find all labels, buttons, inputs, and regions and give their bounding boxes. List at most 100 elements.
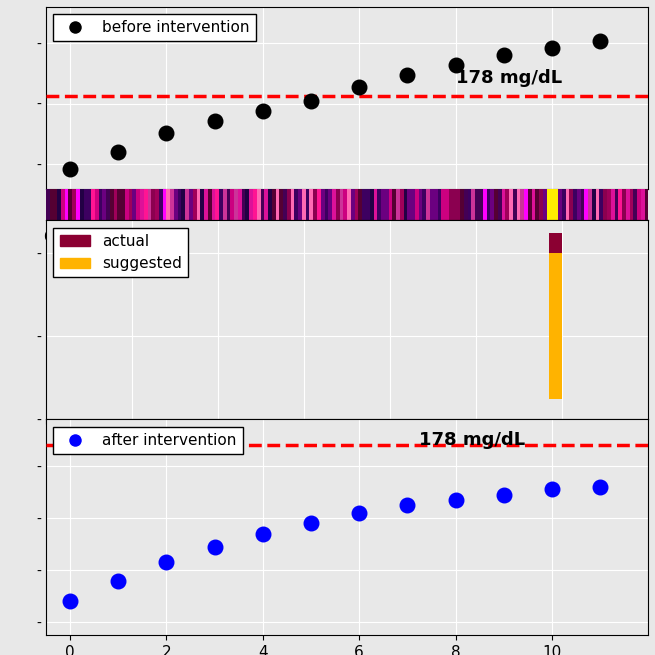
Bar — [610, 189, 614, 220]
Bar — [517, 189, 521, 220]
Bar — [328, 189, 332, 220]
Bar — [400, 189, 403, 220]
Bar — [340, 189, 343, 220]
Bar — [246, 189, 249, 220]
Bar — [498, 189, 502, 220]
Bar — [61, 189, 65, 220]
Bar — [336, 189, 340, 220]
Bar — [460, 189, 464, 220]
Bar — [276, 189, 280, 220]
Bar — [426, 189, 430, 220]
Bar — [637, 189, 641, 220]
Bar — [313, 189, 317, 220]
Bar — [325, 189, 328, 220]
Bar — [102, 189, 106, 220]
Bar — [298, 189, 302, 220]
Bar — [91, 189, 95, 220]
Bar — [381, 189, 385, 220]
Bar — [144, 189, 147, 220]
Bar — [483, 189, 487, 220]
Bar — [434, 189, 438, 220]
Point — [257, 105, 268, 116]
Bar — [641, 189, 645, 220]
Point — [498, 489, 509, 500]
Bar — [128, 189, 132, 220]
Point — [161, 557, 172, 568]
Text: 178 mg/dL: 178 mg/dL — [456, 69, 562, 87]
Bar — [140, 189, 144, 220]
Bar — [629, 189, 633, 220]
Bar — [265, 189, 268, 220]
Bar — [366, 189, 370, 220]
Bar — [472, 189, 476, 220]
Bar — [573, 189, 577, 220]
Bar — [223, 189, 227, 220]
Bar — [287, 189, 291, 220]
Bar — [396, 189, 400, 220]
Bar — [46, 189, 50, 220]
Bar — [599, 189, 603, 220]
Point — [402, 69, 413, 80]
Bar — [125, 189, 128, 220]
Bar — [351, 189, 355, 220]
Bar — [121, 189, 125, 220]
Point — [161, 128, 172, 138]
Bar — [358, 189, 362, 220]
Bar — [136, 189, 140, 220]
Bar — [438, 189, 441, 220]
Bar — [558, 189, 562, 220]
Point — [595, 481, 605, 492]
Bar — [645, 189, 648, 220]
Bar — [475, 189, 479, 220]
Legend: before intervention: before intervention — [54, 14, 256, 41]
Bar — [385, 189, 388, 220]
Bar — [468, 189, 472, 220]
Point — [354, 508, 364, 518]
Bar — [343, 189, 347, 220]
Bar — [355, 189, 358, 220]
Bar — [50, 189, 54, 220]
Bar — [253, 189, 257, 220]
Bar — [159, 189, 162, 220]
Bar — [114, 189, 117, 220]
Bar — [596, 189, 599, 220]
Bar — [509, 189, 513, 220]
Bar — [332, 189, 336, 220]
Bar — [614, 189, 618, 220]
Bar — [162, 189, 166, 220]
Bar — [528, 189, 532, 220]
Bar — [407, 189, 411, 220]
Bar — [550, 253, 561, 399]
Bar — [449, 189, 453, 220]
Bar — [181, 189, 185, 220]
Bar — [99, 189, 102, 220]
Bar — [166, 189, 170, 220]
Bar — [521, 189, 524, 220]
Bar — [242, 189, 246, 220]
Bar — [174, 189, 178, 220]
Bar — [95, 189, 98, 220]
Bar — [283, 189, 287, 220]
Bar — [524, 189, 528, 220]
Bar — [588, 189, 592, 220]
Bar — [193, 189, 196, 220]
Bar — [487, 189, 490, 220]
Bar — [132, 189, 136, 220]
Bar — [189, 189, 193, 220]
Bar — [185, 189, 189, 220]
Bar — [117, 189, 121, 220]
Bar — [76, 189, 80, 220]
Bar — [215, 189, 219, 220]
Bar — [147, 189, 151, 220]
Bar — [151, 189, 155, 220]
Bar — [57, 189, 61, 220]
Bar — [373, 189, 377, 220]
Bar — [453, 189, 457, 220]
Bar — [422, 189, 426, 220]
Bar — [69, 189, 72, 220]
Bar — [419, 189, 422, 220]
Point — [65, 596, 75, 607]
Bar — [457, 189, 460, 220]
Bar — [430, 189, 434, 220]
Bar — [565, 189, 569, 220]
